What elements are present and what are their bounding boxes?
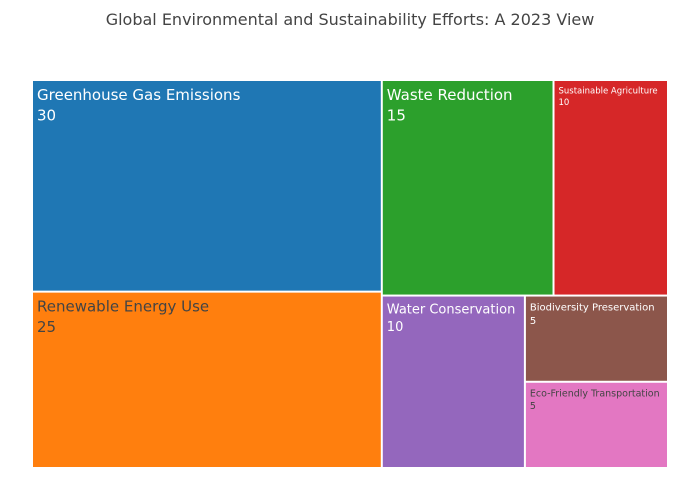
- tile-rect[interactable]: [382, 296, 524, 467]
- tile-rect[interactable]: [33, 292, 381, 467]
- tile-label: Waste Reduction: [387, 86, 513, 104]
- tile-rect[interactable]: [33, 81, 381, 291]
- tile-rect[interactable]: [382, 81, 553, 295]
- tile-label: Renewable Energy Use: [37, 298, 209, 316]
- tile-label: Greenhouse Gas Emissions: [37, 86, 241, 104]
- tile-greenhouse-gas-emissions[interactable]: Greenhouse Gas Emissions 30: [33, 81, 381, 291]
- tile-water-conservation[interactable]: Water Conservation 10: [382, 296, 524, 467]
- tile-label: Water Conservation: [387, 303, 516, 318]
- tile-label: Eco-Friendly Transportation: [530, 388, 660, 399]
- tile-value: 10: [559, 98, 570, 108]
- tile-rect[interactable]: [525, 382, 667, 467]
- tile-rect[interactable]: [554, 81, 667, 295]
- tile-label: Biodiversity Preservation: [530, 303, 655, 314]
- tile-rect[interactable]: [525, 296, 667, 381]
- treemap-tiles: Greenhouse Gas Emissions 30 Renewable Ener…: [33, 81, 667, 467]
- tile-renewable-energy-use[interactable]: Renewable Energy Use 25: [33, 292, 381, 467]
- tile-value: 30: [37, 106, 56, 124]
- tile-value: 15: [387, 106, 406, 124]
- tile-value: 5: [530, 401, 536, 412]
- tile-value: 10: [387, 320, 404, 335]
- tile-value: 5: [530, 316, 536, 327]
- tile-label: Sustainable Agriculture: [559, 87, 658, 97]
- tile-waste-reduction[interactable]: Waste Reduction 15: [382, 81, 553, 295]
- tile-biodiversity-preservation[interactable]: Biodiversity Preservation 5: [525, 296, 667, 381]
- tile-eco-friendly-transportation[interactable]: Eco-Friendly Transportation 5: [525, 382, 667, 467]
- tile-value: 25: [37, 318, 56, 336]
- chart-title: Global Environmental and Sustainability …: [106, 10, 595, 29]
